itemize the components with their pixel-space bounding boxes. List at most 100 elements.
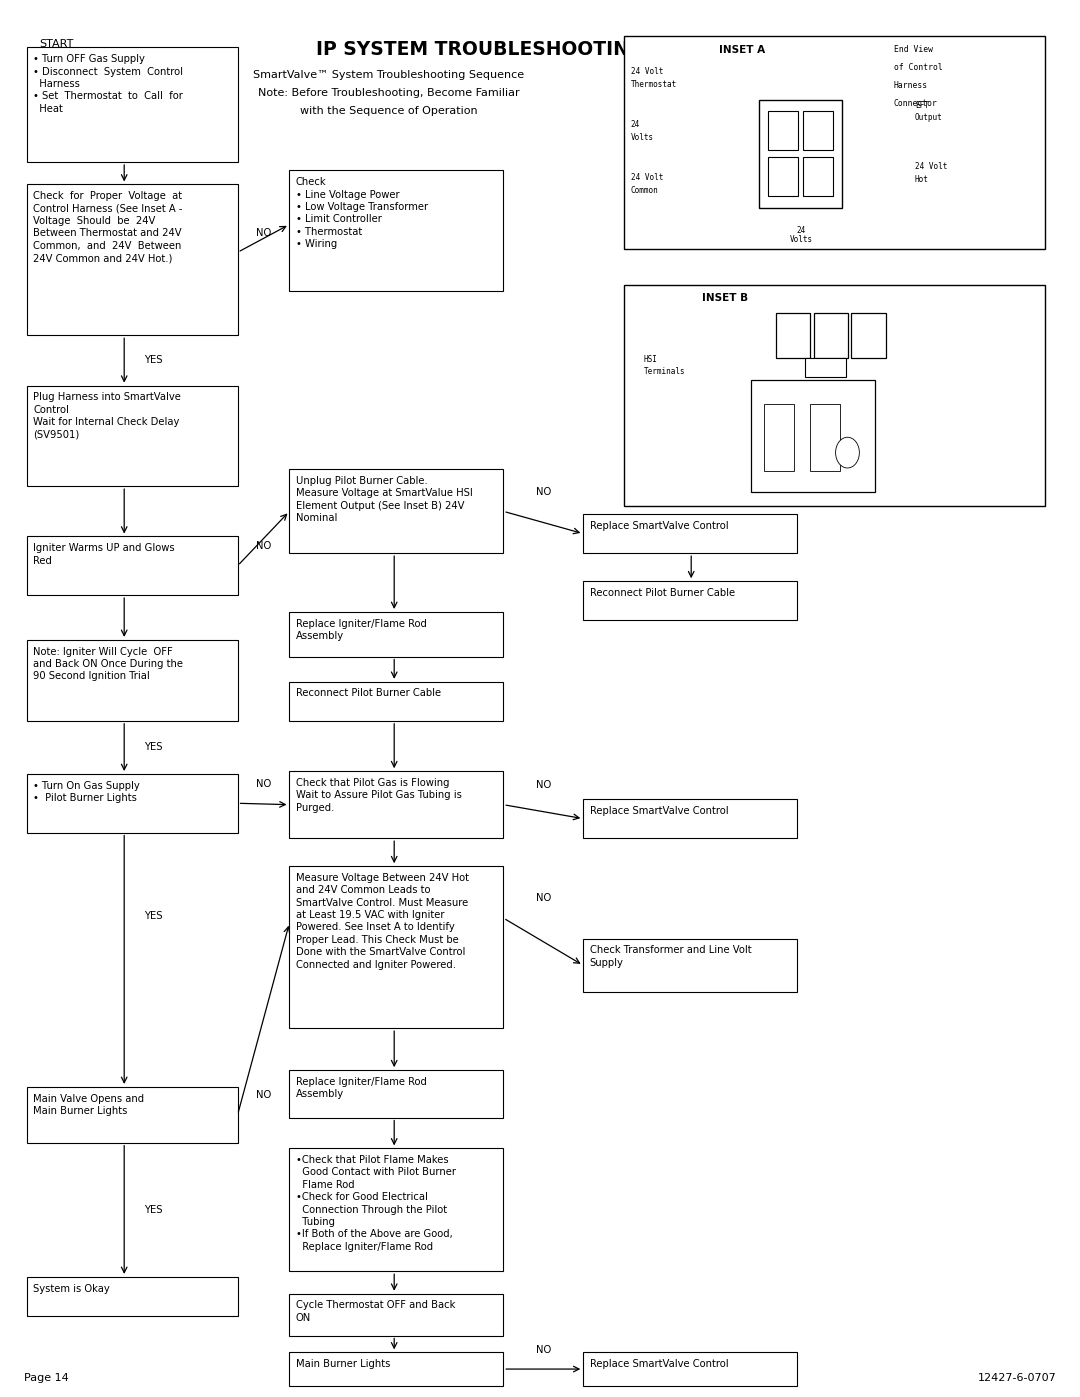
Text: Common: Common [631,186,659,194]
Text: Check Transformer and Line Volt
Supply: Check Transformer and Line Volt Supply [590,946,752,968]
Text: YES: YES [144,355,162,366]
FancyBboxPatch shape [289,771,503,838]
Text: Thermostat: Thermostat [631,80,677,88]
Text: Reconnect Pilot Burner Cable: Reconnect Pilot Burner Cable [296,689,441,698]
Text: • Turn OFF Gas Supply
• Disconnect  System  Control
  Harness
• Set  Thermostat : • Turn OFF Gas Supply • Disconnect Syste… [33,54,184,113]
Text: Replace SmartValve Control: Replace SmartValve Control [590,1359,728,1369]
Text: YES: YES [144,911,162,922]
FancyBboxPatch shape [27,774,238,833]
Text: System is Okay: System is Okay [33,1284,110,1294]
Text: Output: Output [915,113,943,122]
Text: NO: NO [256,228,271,237]
Bar [751,380,875,492]
Text: NO: NO [536,1344,551,1355]
Text: 24: 24 [797,226,806,235]
FancyBboxPatch shape [289,612,503,657]
FancyBboxPatch shape [583,581,797,620]
FancyBboxPatch shape [289,1070,503,1118]
Text: YES: YES [144,742,162,753]
Text: Cycle Thermostat OFF and Back
ON: Cycle Thermostat OFF and Back ON [296,1301,456,1323]
FancyBboxPatch shape [583,1352,797,1386]
Text: NO: NO [256,1090,271,1101]
Text: Plug Harness into SmartValve
Control
Wait for Internal Check Delay
(SV9501): Plug Harness into SmartValve Control Wai… [33,393,181,440]
FancyBboxPatch shape [583,799,797,838]
Bar [810,404,840,471]
FancyBboxPatch shape [27,1087,238,1143]
Text: Volts: Volts [631,133,653,141]
Text: INSET B: INSET B [702,293,748,303]
Text: Unplug Pilot Burner Cable.
Measure Voltage at SmartValue HSI
Element Output (See: Unplug Pilot Burner Cable. Measure Volta… [296,476,473,524]
Text: Note: Before Troubleshooting, Become Familiar: Note: Before Troubleshooting, Become Fam… [258,88,519,98]
Text: Harness: Harness [894,81,928,89]
Text: Hot: Hot [915,175,929,183]
Text: INSET A: INSET A [719,45,766,54]
Text: START: START [39,39,73,49]
FancyBboxPatch shape [289,1294,503,1336]
FancyBboxPatch shape [27,640,238,721]
Text: IP SYSTEM TROUBLESHOOTING SEQUENCE: IP SYSTEM TROUBLESHOOTING SEQUENCE [316,39,764,59]
Text: Main Valve Opens and
Main Burner Lights: Main Valve Opens and Main Burner Lights [33,1094,145,1116]
Text: NO: NO [536,780,551,791]
Text: Igniter Warms UP and Glows
Red: Igniter Warms UP and Glows Red [33,543,175,566]
FancyBboxPatch shape [289,170,503,291]
Text: of Control: of Control [894,63,943,71]
Text: NO: NO [536,894,551,904]
FancyBboxPatch shape [768,112,798,151]
FancyBboxPatch shape [27,536,238,595]
FancyBboxPatch shape [768,158,798,197]
Text: with the Sequence of Operation: with the Sequence of Operation [300,106,477,116]
FancyBboxPatch shape [624,285,1045,506]
Bar [805,358,846,377]
Text: Page 14: Page 14 [24,1373,68,1383]
FancyBboxPatch shape [759,101,842,208]
Text: Replace Igniter/Flame Rod
Assembly: Replace Igniter/Flame Rod Assembly [296,1077,427,1099]
Text: Replace SmartValve Control: Replace SmartValve Control [590,521,728,531]
FancyBboxPatch shape [583,514,797,553]
FancyBboxPatch shape [289,1352,503,1386]
Text: NO: NO [536,486,551,497]
FancyBboxPatch shape [804,158,834,197]
Text: HSI: HSI [644,355,658,363]
Bar [851,313,886,358]
Text: 24 Volt: 24 Volt [631,67,663,75]
Text: EFT: EFT [915,101,929,109]
Text: 24 Volt: 24 Volt [631,173,663,182]
Bar [813,313,848,358]
Text: 24: 24 [631,120,640,129]
Text: Main Burner Lights: Main Burner Lights [296,1359,390,1369]
Text: Connector: Connector [894,99,937,108]
Text: Replace SmartValve Control: Replace SmartValve Control [590,806,728,816]
Text: Note: Igniter Will Cycle  OFF
and Back ON Once During the
90 Second Ignition Tri: Note: Igniter Will Cycle OFF and Back ON… [33,647,184,682]
Text: Check
• Line Voltage Power
• Low Voltage Transformer
• Limit Controller
• Thermo: Check • Line Voltage Power • Low Voltage… [296,177,428,249]
Text: SmartValve™ System Troubleshooting Sequence: SmartValve™ System Troubleshooting Seque… [253,70,525,80]
FancyBboxPatch shape [27,386,238,486]
FancyBboxPatch shape [289,1148,503,1271]
FancyBboxPatch shape [27,47,238,162]
Text: Volts: Volts [789,236,813,244]
Text: •Check that Pilot Flame Makes
  Good Contact with Pilot Burner
  Flame Rod
•Chec: •Check that Pilot Flame Makes Good Conta… [296,1155,456,1252]
Bar [764,404,794,471]
Text: Replace Igniter/Flame Rod
Assembly: Replace Igniter/Flame Rod Assembly [296,619,427,641]
Text: End View: End View [894,45,933,53]
Circle shape [836,437,860,468]
Text: Terminals: Terminals [644,367,686,376]
Text: Check that Pilot Gas is Flowing
Wait to Assure Pilot Gas Tubing is
Purged.: Check that Pilot Gas is Flowing Wait to … [296,778,462,813]
FancyBboxPatch shape [289,469,503,553]
Text: NO: NO [256,541,271,552]
FancyBboxPatch shape [583,939,797,992]
FancyBboxPatch shape [804,112,834,151]
FancyBboxPatch shape [27,184,238,335]
Text: Measure Voltage Between 24V Hot
and 24V Common Leads to
SmartValve Control. Must: Measure Voltage Between 24V Hot and 24V … [296,873,469,970]
FancyBboxPatch shape [289,866,503,1028]
Text: 12427-6-0707: 12427-6-0707 [977,1373,1056,1383]
Text: YES: YES [144,1204,162,1215]
Text: • Turn On Gas Supply
•  Pilot Burner Lights: • Turn On Gas Supply • Pilot Burner Ligh… [33,781,140,803]
Text: Reconnect Pilot Burner Cable: Reconnect Pilot Burner Cable [590,588,734,598]
Text: NO: NO [256,778,271,789]
FancyBboxPatch shape [27,1277,238,1316]
Text: 24 Volt: 24 Volt [915,162,947,170]
FancyBboxPatch shape [624,36,1045,249]
FancyBboxPatch shape [289,682,503,721]
Bar [775,313,810,358]
Text: Check  for  Proper  Voltage  at
Control Harness (See Inset A -
Voltage  Should  : Check for Proper Voltage at Control Harn… [33,191,183,263]
